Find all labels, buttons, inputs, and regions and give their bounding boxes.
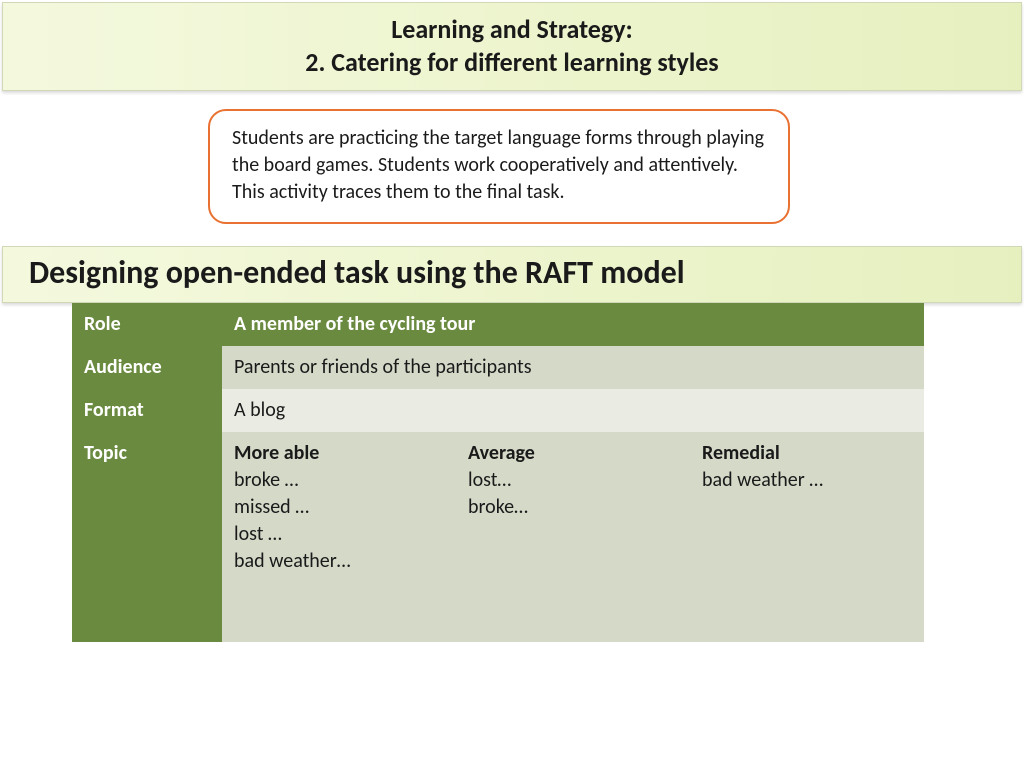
topic-line: lost… [468, 468, 511, 492]
row-label-audience: Audience [72, 346, 222, 389]
topic-line: missed … [234, 495, 309, 519]
row-value-audience: Parents or friends of the participants [222, 346, 924, 389]
topic-line: bad weather … [702, 468, 823, 492]
topic-line: broke … [234, 468, 298, 492]
section-title: Designing open-ended task using the RAFT… [29, 253, 685, 292]
table-row: Audience Parents or friends of the parti… [72, 346, 924, 389]
topic-col-average: Average lost… broke… [456, 432, 690, 642]
topic-col-remedial: Remedial bad weather … [690, 432, 924, 642]
row-label-topic: Topic [72, 432, 222, 642]
table-row: Format A blog [72, 389, 924, 432]
row-label-format: Format [72, 389, 222, 432]
row-value-role: A member of the cycling tour [222, 303, 924, 346]
topic-head: More able [234, 440, 444, 467]
callout-text: Students are practicing the target langu… [232, 126, 764, 204]
title-banner: Learning and Strategy: 2. Catering for d… [2, 2, 1022, 91]
raft-table: Role A member of the cycling tour Audien… [72, 303, 924, 642]
table-row: Topic More able broke … missed … lost … … [72, 432, 924, 642]
section-banner: Designing open-ended task using the RAFT… [2, 246, 1022, 303]
description-callout: Students are practicing the target langu… [208, 109, 790, 224]
title-line-1: Learning and Strategy: [23, 13, 1001, 46]
topic-col-more-able: More able broke … missed … lost … bad we… [222, 432, 456, 642]
topic-line: lost … [234, 522, 282, 546]
topic-head: Average [468, 440, 678, 467]
row-value-format: A blog [222, 389, 924, 432]
topic-head: Remedial [702, 440, 912, 467]
title-line-2: 2. Catering for different learning style… [23, 46, 1001, 79]
row-label-role: Role [72, 303, 222, 346]
table-row: Role A member of the cycling tour [72, 303, 924, 346]
topic-line: broke… [468, 495, 528, 519]
topic-line: bad weather… [234, 549, 351, 573]
